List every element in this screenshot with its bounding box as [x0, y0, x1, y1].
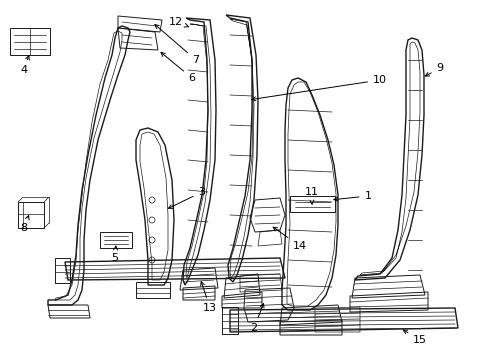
Text: 6: 6 — [161, 53, 195, 83]
Text: 15: 15 — [403, 330, 426, 345]
Text: 2: 2 — [250, 303, 264, 333]
Text: 3: 3 — [168, 187, 205, 208]
Text: 9: 9 — [425, 63, 443, 76]
Text: 14: 14 — [273, 227, 306, 251]
Text: 13: 13 — [200, 282, 217, 313]
Text: 5: 5 — [111, 246, 118, 263]
Text: 12: 12 — [168, 17, 188, 27]
Text: 8: 8 — [20, 216, 29, 233]
Text: 11: 11 — [305, 187, 318, 204]
Text: 4: 4 — [20, 56, 29, 75]
Text: 1: 1 — [333, 191, 371, 201]
Text: 7: 7 — [155, 24, 199, 65]
Text: 10: 10 — [251, 75, 386, 101]
